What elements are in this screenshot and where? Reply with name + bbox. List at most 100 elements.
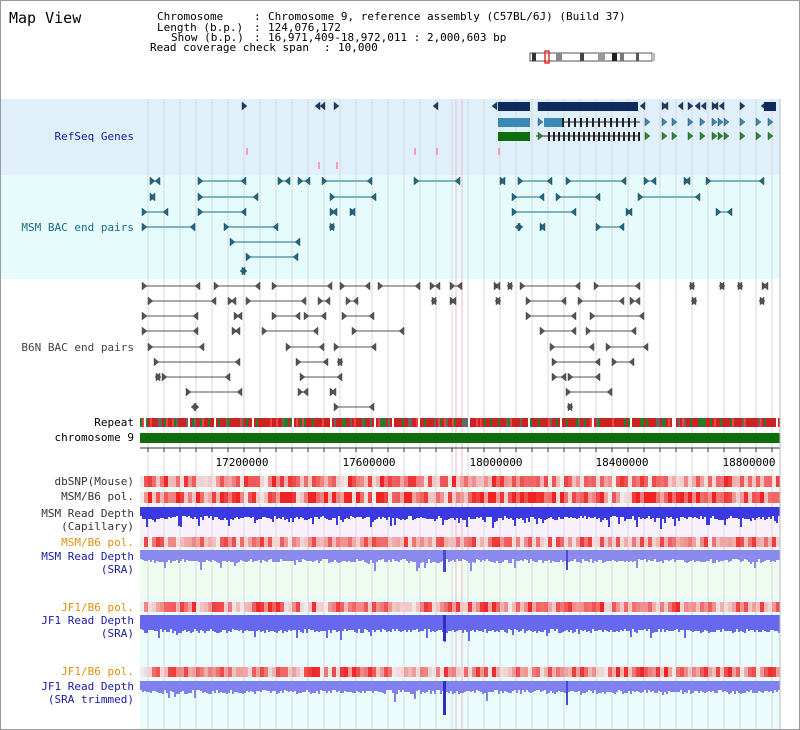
msm-capillary-depth-bar [490, 507, 492, 517]
jf1-pol-heat-cell [532, 602, 536, 612]
msm-sra-depth-bar [538, 550, 540, 560]
jf1-sra-depth-bar [524, 615, 526, 633]
track-label-msm-pol-2[interactable]: MSM/B6 pol. [61, 536, 134, 549]
bac-end-marker [227, 296, 234, 306]
track-label-refseq[interactable]: RefSeq Genes [54, 130, 134, 143]
msm-capillary-depth-bar [164, 507, 166, 519]
track-label-jf1-depth-trimmed[interactable]: JF1 Read Depth [41, 680, 134, 693]
jf1-trimmed-depth-bar [454, 681, 456, 693]
jf1-trimmed-depth-bar [578, 681, 580, 691]
msm-sra-depth-bar [764, 550, 766, 561]
msm-pol2-heat-cell [656, 537, 660, 547]
msm-pol-heat-cell [468, 492, 472, 503]
bac-end-marker [611, 357, 618, 367]
msm-sra-depth-bar [584, 550, 586, 561]
bac-end-marker [349, 207, 356, 217]
b6n-bac-features[interactable] [141, 281, 769, 412]
jf1-trimmed-depth-bar [592, 681, 594, 693]
jf1-sra-depth-bar [646, 615, 648, 631]
jf1-trimmed-depth-bar [350, 681, 352, 692]
dbsnp-heat-cell [144, 476, 148, 487]
track-label-jf1-depth-sra[interactable]: JF1 Read Depth [41, 614, 134, 627]
msm-pol2-heat-cell [232, 537, 236, 547]
msm-pol-heat-cell [144, 492, 148, 503]
track-label-chromosome[interactable]: chromosome 9 [54, 431, 134, 444]
dbsnp-heat-cell [656, 476, 660, 487]
repeat-element [662, 418, 664, 427]
msm-pol-heat-cell [328, 492, 332, 503]
msm-capillary-depth-bar [716, 507, 718, 519]
jf1-pol-heat-cell [252, 602, 256, 612]
track-label-msm-depth-sra[interactable]: MSM Read Depth [41, 550, 134, 563]
bac-end-marker [224, 372, 231, 382]
jf1-trimmed-depth-bar [476, 681, 478, 690]
bac-end-marker [629, 296, 636, 306]
repeat-element [646, 418, 648, 427]
jf1-sra-depth-bar [376, 615, 378, 630]
jf1-pol-heat-cell [552, 602, 556, 612]
track-label-jf1-pol-1[interactable]: JF1/B6 pol. [61, 601, 134, 614]
track-label-msm-depth-sra-sub: (SRA) [100, 563, 134, 576]
track-label-dbsnp[interactable]: dbSNP(Mouse) [54, 475, 134, 488]
msm-capillary-depth-bar [572, 507, 574, 518]
msm-capillary-depth-bar [254, 507, 256, 523]
jf1-trimmed-depth-bar [440, 681, 442, 694]
bac-end-marker [364, 281, 371, 291]
track-label-msm-bac[interactable]: MSM BAC end pairs [21, 221, 134, 234]
length-value: 124,076,172 [268, 21, 341, 34]
msm-bac-features[interactable] [141, 176, 765, 276]
jf1-sra-depth-bar [516, 615, 518, 630]
jf1-trimmed-depth-bar [162, 681, 164, 694]
msm-sra-depth-bar [590, 550, 592, 559]
repeat-element [392, 418, 394, 427]
msm-sra-depth-bar [606, 550, 608, 561]
jf1-sra-depth-bar [586, 615, 588, 632]
jf1-trimmed-depth-bar [650, 681, 652, 692]
jf1-sra-depth-bar [422, 615, 424, 631]
jf1-pol-heat-cell [620, 602, 624, 612]
msm-pol2-heat-cell [352, 537, 356, 547]
jf1-sra-depth-bar [196, 615, 198, 631]
chromosome-ideogram[interactable] [529, 50, 655, 64]
jf1-pol2-heat-cell [444, 667, 448, 677]
repeat-element [490, 418, 492, 427]
bac-end-marker [718, 281, 725, 291]
msm-sra-depth-bar [620, 550, 622, 561]
msm-capillary-depth-bar [178, 507, 180, 526]
repeat-track[interactable] [140, 418, 780, 427]
refseq-gene-features[interactable] [241, 101, 776, 169]
jf1-sra-depth-bar [220, 615, 222, 632]
track-label-jf1-pol-2[interactable]: JF1/B6 pol. [61, 665, 134, 678]
msm-pol2-heat-cell [384, 537, 388, 547]
jf1-pol2-heat-cell [344, 667, 348, 677]
msm-pol2-heat-cell [540, 537, 544, 547]
msm-capillary-depth-bar [410, 507, 412, 516]
msm-sra-depth-bar [686, 550, 688, 563]
track-label-msm-depth-capillary[interactable]: MSM Read Depth [41, 507, 134, 520]
jf1-sra-depth-bar [608, 615, 610, 632]
track-label-msm-pol[interactable]: MSM/B6 pol. [61, 490, 134, 503]
msm-capillary-depth-bar [362, 507, 364, 519]
msm-capillary-depth-bar [204, 507, 206, 516]
jf1-pol-heat-cell [500, 602, 504, 612]
msm-pol2-heat-cell [612, 537, 616, 547]
repeat-element [464, 418, 466, 427]
chromosome-bar[interactable] [140, 433, 780, 443]
jf1-sra-depth-bar [374, 615, 376, 632]
repeat-element [276, 418, 278, 427]
jf1-pol-heat-cell [572, 602, 576, 612]
msm-pol-heat-cell [260, 492, 264, 503]
jf1-sra-depth-bar [172, 615, 174, 633]
dbsnp-heat-cell [208, 476, 212, 487]
jf1-sra-depth-bar [716, 615, 718, 630]
jf1-sra-depth-bar [276, 615, 278, 633]
refseq-transcript-marker [699, 117, 706, 127]
jf1-sra-depth-bar [572, 615, 574, 633]
dbsnp-heat-cell [348, 476, 352, 487]
track-label-repeat[interactable]: Repeat [94, 416, 134, 429]
refseq-exon [558, 132, 560, 141]
jf1-trimmed-depth-bar [768, 681, 770, 692]
track-label-b6n-bac[interactable]: B6N BAC end pairs [21, 341, 134, 354]
refseq-exon [598, 132, 600, 141]
